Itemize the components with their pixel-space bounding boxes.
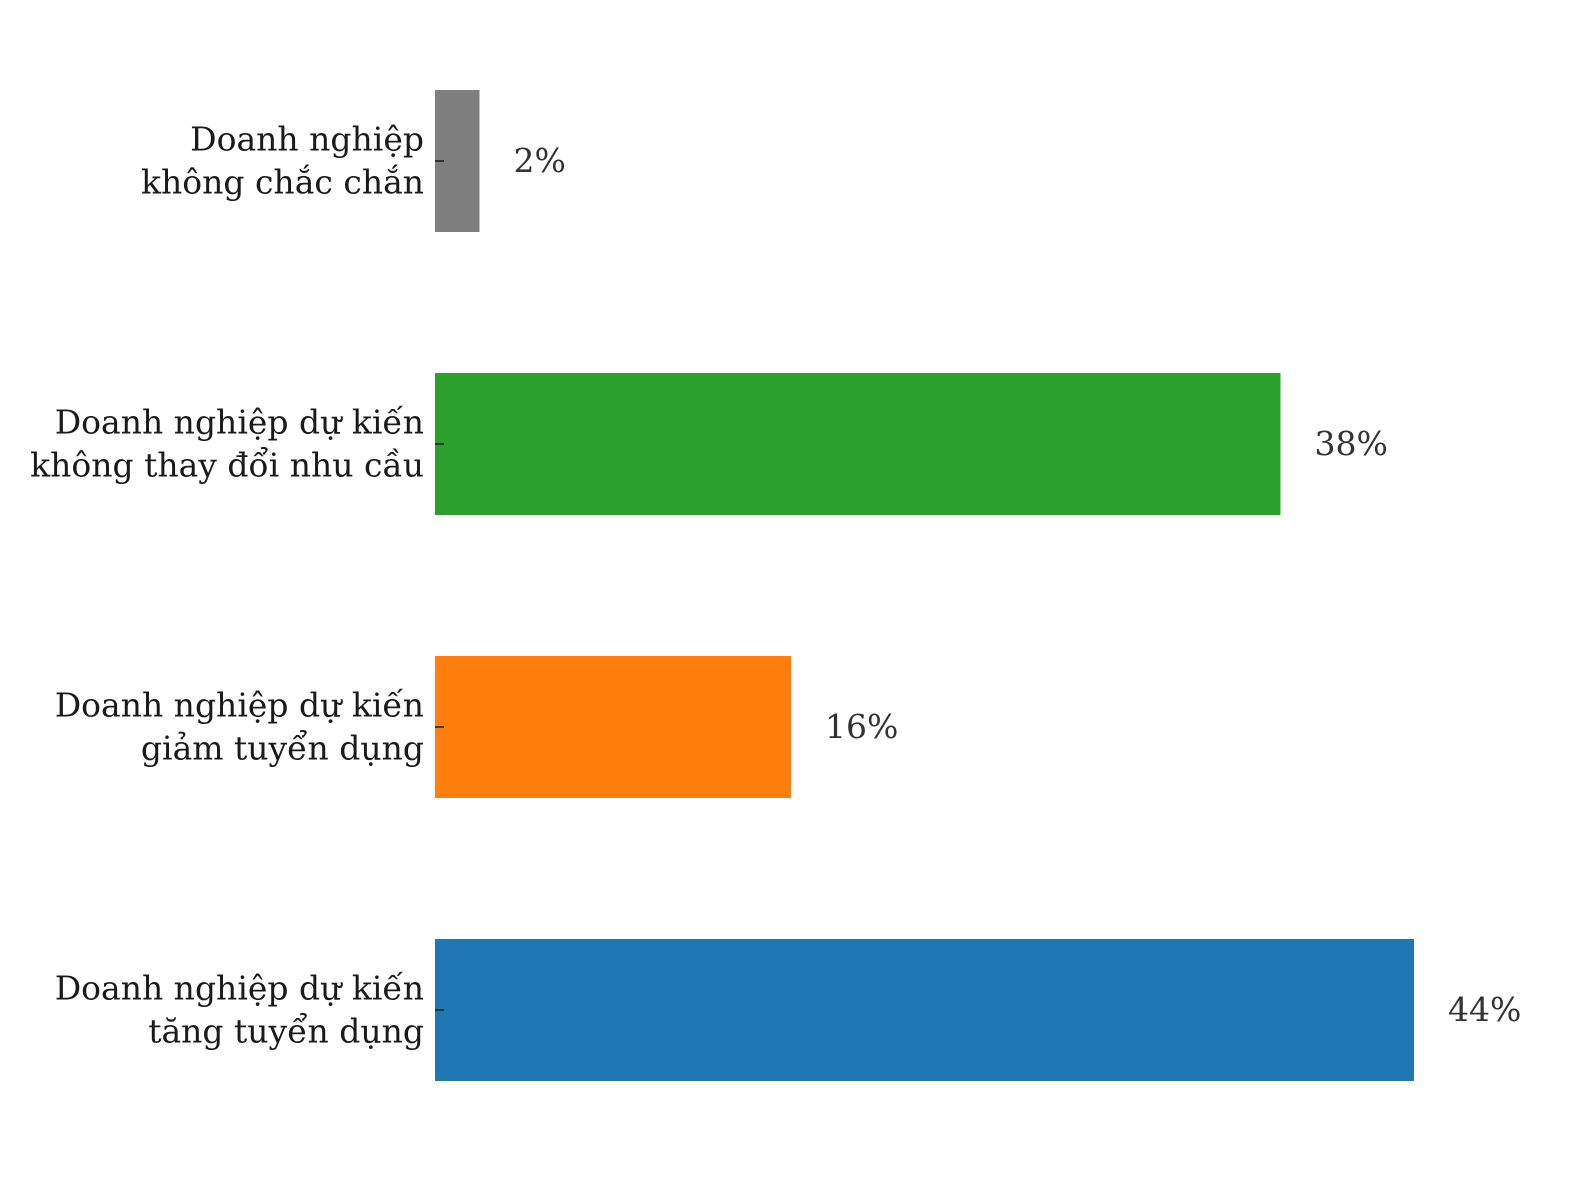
category-tick-label: Doanh nghiệp dự kiến tăng tuyển dụng [55, 969, 424, 1051]
category-label-line: không chắc chắn [141, 163, 424, 202]
bar [435, 656, 791, 798]
bar [435, 373, 1281, 515]
category-labels: Doanh nghiệp không chắc chắn Doanh nghiệp … [30, 120, 424, 1051]
category-label-line: Doanh nghiệp [190, 120, 424, 159]
category-label-line: Doanh nghiệp dự kiến [55, 969, 424, 1008]
bar [435, 939, 1414, 1081]
category-label-line: không thay đổi nhu cầu [30, 446, 424, 485]
bars-layer [435, 90, 1414, 1081]
data-label: 38% [1315, 424, 1388, 463]
category-tick-label: Doanh nghiệp không chắc chắn [141, 120, 424, 202]
data-label: 44% [1448, 990, 1521, 1029]
category-label-line: Doanh nghiệp dự kiến [55, 403, 424, 442]
category-tick-label: Doanh nghiệp dự kiến không thay đổi nhu c… [30, 403, 424, 485]
category-label-line: tăng tuyển dụng [148, 1012, 424, 1051]
category-label-line: giảm tuyển dụng [141, 729, 424, 768]
data-label: 16% [825, 707, 898, 746]
ticks-layer [435, 160, 444, 1011]
value-labels: 2% 38% 16% 44% [514, 141, 1522, 1029]
data-label: 2% [514, 141, 566, 180]
category-tick-label: Doanh nghiệp dự kiến giảm tuyển dụng [55, 686, 424, 768]
category-label-line: Doanh nghiệp dự kiến [55, 686, 424, 725]
